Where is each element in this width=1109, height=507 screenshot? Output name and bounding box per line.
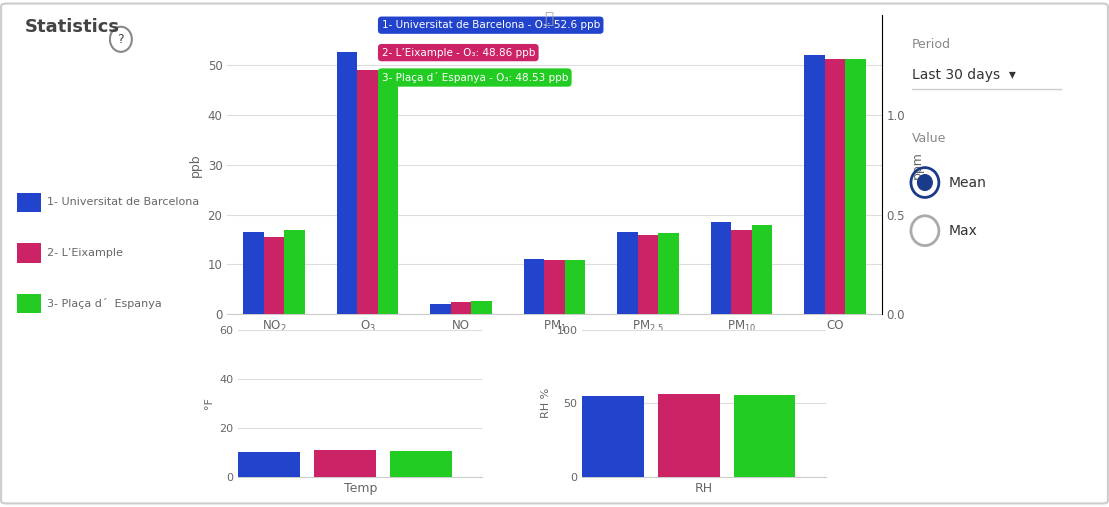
Bar xyxy=(825,59,845,314)
Text: Mean: Mean xyxy=(948,175,986,190)
Bar xyxy=(471,301,492,314)
Text: 1- Universitat de Barcelona - O₃: 52.6 ppb: 1- Universitat de Barcelona - O₃: 52.6 p… xyxy=(381,20,600,30)
Text: Last 30 days  ▾: Last 30 days ▾ xyxy=(912,67,1016,82)
X-axis label: RH: RH xyxy=(695,482,713,495)
Text: Max: Max xyxy=(948,224,977,238)
Bar xyxy=(734,395,795,477)
Bar xyxy=(243,232,264,314)
Bar xyxy=(582,395,644,477)
Bar xyxy=(658,394,720,477)
Y-axis label: °F: °F xyxy=(204,397,214,409)
X-axis label: Temp: Temp xyxy=(344,482,377,495)
Y-axis label: ppb: ppb xyxy=(189,153,202,176)
Bar xyxy=(752,225,772,314)
Bar xyxy=(357,70,378,314)
Bar xyxy=(804,55,825,314)
Bar xyxy=(638,235,659,314)
Bar xyxy=(845,59,866,314)
Bar xyxy=(378,70,398,314)
Bar xyxy=(284,230,305,314)
Bar xyxy=(337,52,357,314)
Bar xyxy=(731,230,752,314)
Text: 2- L’Eixample - O₃: 48.86 ppb: 2- L’Eixample - O₃: 48.86 ppb xyxy=(381,48,535,58)
Text: 1- Universitat de Barcelona: 1- Universitat de Barcelona xyxy=(47,197,199,207)
Bar xyxy=(711,222,731,314)
Text: ?: ? xyxy=(118,33,124,46)
Bar xyxy=(390,451,451,477)
Text: O$_3$: O$_3$ xyxy=(360,350,375,364)
Text: 3- Plaça d´ Espanya - O₃: 48.53 ppb: 3- Plaça d´ Espanya - O₃: 48.53 ppb xyxy=(381,72,568,83)
Bar xyxy=(564,261,586,314)
Text: Statistics: Statistics xyxy=(24,18,120,36)
Bar xyxy=(617,232,638,314)
Bar xyxy=(238,452,301,477)
Text: 2- L’Eixample: 2- L’Eixample xyxy=(47,248,122,258)
Circle shape xyxy=(917,175,933,190)
Bar xyxy=(523,259,545,314)
Bar xyxy=(430,304,450,314)
Bar xyxy=(264,237,284,314)
Text: 📷: 📷 xyxy=(545,11,553,26)
Bar xyxy=(450,302,471,314)
Bar xyxy=(659,233,679,314)
Text: Value: Value xyxy=(912,132,946,145)
Text: Period: Period xyxy=(912,38,950,51)
Bar xyxy=(314,450,376,477)
Y-axis label: RH %: RH % xyxy=(541,388,551,418)
Bar xyxy=(545,261,564,314)
Text: 3- Plaça d´  Espanya: 3- Plaça d´ Espanya xyxy=(47,298,161,309)
Y-axis label: ppm: ppm xyxy=(910,151,924,178)
